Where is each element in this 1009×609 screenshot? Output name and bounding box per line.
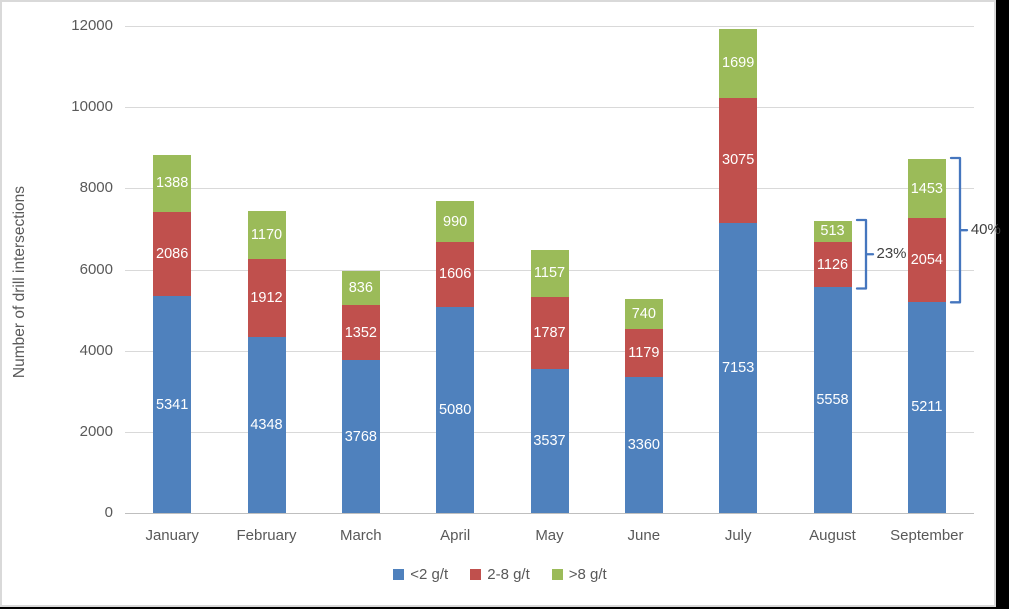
data-label: 990	[443, 213, 468, 230]
bar-segment-2gt: 5341	[153, 296, 192, 513]
data-label: 1179	[628, 344, 660, 361]
x-axis-label-february: February	[236, 527, 297, 544]
x-axis-label-january: January	[145, 527, 199, 544]
x-axis-label-march: March	[339, 527, 382, 544]
bar-segment-8gt: 1157	[530, 249, 569, 297]
bar-segment-2gt: 4348	[247, 336, 286, 513]
gridline	[125, 513, 974, 514]
legend-label: <2 g/t	[410, 566, 449, 583]
y-axis-tick-label: 8000	[79, 179, 113, 197]
data-label: 513	[820, 223, 845, 240]
data-label: 1352	[344, 324, 377, 341]
bar-segment-2gt: 5080	[436, 306, 475, 513]
data-label: 2054	[910, 251, 943, 268]
bar-segment-8gt: 513	[813, 220, 852, 242]
bar-segment-28gt: 2054	[907, 218, 946, 302]
bar-segment-28gt: 2086	[153, 211, 192, 297]
data-label: 1388	[156, 175, 189, 192]
data-label: 2086	[156, 245, 189, 262]
data-label: 836	[348, 280, 373, 297]
y-axis-tick-label: 4000	[79, 341, 113, 359]
bar-segment-8gt: 1388	[153, 155, 192, 212]
data-label: 1699	[722, 55, 755, 72]
legend-swatch-icon	[393, 569, 405, 580]
bar-segment-8gt: 836	[341, 271, 380, 306]
data-label: 1606	[439, 266, 472, 283]
annotation-label: 23%	[876, 245, 907, 263]
x-axis-label-june: June	[627, 527, 661, 544]
y-axis-tick-label: 12000	[71, 17, 113, 34]
legend-label: 2-8 g/t	[487, 566, 530, 583]
data-label: 1126	[816, 256, 849, 273]
data-label: 1787	[533, 325, 566, 342]
bar-segment-8gt: 1170	[247, 211, 286, 259]
bar-segment-8gt: 740	[624, 298, 663, 329]
bar-segment-2gt: 5558	[813, 287, 852, 513]
bar-segment-28gt: 1606	[436, 241, 475, 307]
bar-segment-8gt: 990	[436, 201, 475, 242]
data-label: 3537	[533, 433, 566, 450]
x-axis-label-august: August	[809, 527, 856, 544]
bar-segment-28gt: 1912	[247, 258, 286, 337]
data-label: 5211	[911, 399, 943, 416]
legend-label: >8 g/t	[568, 566, 607, 583]
data-label: 1453	[910, 180, 943, 197]
x-axis-label-may: May	[535, 527, 564, 544]
data-label: 5341	[156, 396, 189, 413]
gridline	[125, 107, 974, 108]
x-axis-label-july: July	[724, 527, 752, 544]
legend-item-2gt: <2 g/t	[393, 566, 448, 583]
legend-item-28gt: 2-8 g/t	[470, 566, 530, 583]
bar-segment-28gt: 1787	[530, 296, 569, 370]
data-label: 4348	[250, 416, 283, 433]
bar-segment-2gt: 3768	[341, 360, 380, 513]
y-axis-tick-label: 6000	[79, 260, 113, 278]
bar-segment-2gt: 5211	[907, 301, 946, 513]
bar-segment-28gt: 1126	[813, 241, 852, 288]
legend-swatch-icon	[551, 569, 563, 580]
bar-segment-28gt: 1352	[341, 305, 380, 361]
x-axis-label-september: September	[890, 527, 964, 544]
data-label: 1912	[250, 289, 283, 306]
bracket-icon	[949, 157, 968, 304]
gridline	[125, 188, 974, 189]
data-label: 3768	[344, 428, 377, 445]
annotation-label: 40%	[970, 221, 1001, 239]
y-axis-tick-label: 10000	[71, 98, 113, 116]
bar-segment-8gt: 1699	[719, 28, 758, 98]
y-axis-tick-label: 0	[104, 504, 113, 521]
gridline	[125, 26, 974, 27]
data-label: 1157	[533, 265, 566, 282]
bar-segment-2gt: 3360	[624, 376, 663, 513]
bar-segment-2gt: 7153	[719, 222, 758, 513]
data-label: 5558	[816, 392, 849, 409]
data-label: 7153	[722, 359, 755, 376]
legend-item-8gt: >8 g/t	[551, 566, 607, 583]
y-axis-tick-label: 2000	[79, 422, 113, 440]
data-label: 3360	[627, 436, 660, 453]
bar-segment-28gt: 3075	[719, 97, 758, 223]
data-label: 3075	[722, 152, 755, 169]
legend: <2 g/t 2-8 g/t >8 g/t	[2, 566, 998, 583]
legend-swatch-icon	[470, 569, 482, 580]
data-label: 5080	[439, 401, 472, 418]
bar-segment-2gt: 3537	[530, 369, 569, 513]
bar-segment-28gt: 1179	[624, 328, 663, 377]
data-label: 1170	[250, 227, 283, 244]
data-label: 740	[631, 305, 656, 322]
x-axis-label-april: April	[440, 527, 471, 544]
bar-segment-8gt: 1453	[907, 159, 946, 219]
bracket-icon	[855, 218, 874, 290]
